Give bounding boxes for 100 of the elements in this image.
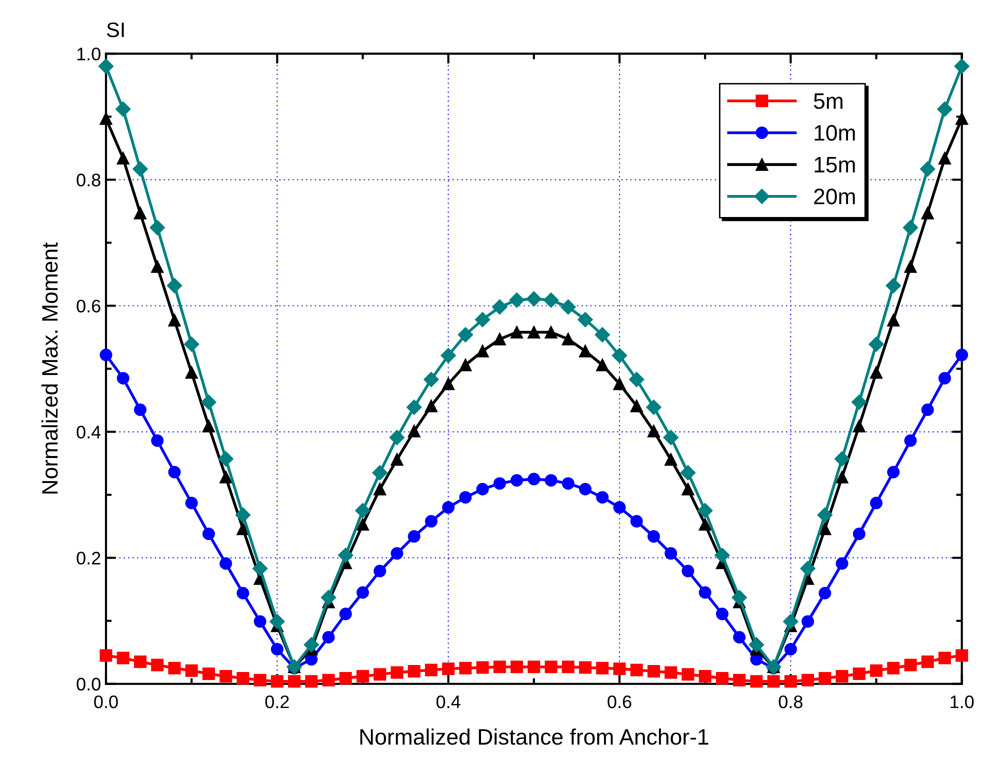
legend-label: 5m bbox=[814, 93, 842, 109]
point bbox=[579, 344, 592, 358]
point bbox=[510, 326, 524, 338]
point bbox=[921, 656, 934, 668]
point bbox=[543, 292, 559, 308]
point bbox=[510, 474, 524, 487]
point bbox=[184, 336, 200, 352]
point bbox=[630, 664, 643, 676]
point bbox=[134, 403, 146, 416]
point bbox=[784, 642, 797, 656]
point bbox=[818, 522, 832, 536]
point bbox=[748, 637, 764, 652]
point bbox=[442, 378, 455, 390]
point bbox=[904, 260, 917, 273]
point bbox=[390, 666, 404, 679]
point bbox=[647, 424, 660, 438]
point bbox=[440, 348, 456, 364]
point bbox=[390, 547, 404, 560]
point bbox=[509, 292, 524, 308]
point bbox=[578, 312, 593, 328]
point bbox=[802, 674, 814, 686]
point bbox=[151, 658, 164, 672]
point bbox=[270, 642, 284, 656]
point bbox=[870, 664, 883, 677]
point bbox=[834, 451, 850, 466]
point bbox=[116, 102, 131, 117]
x-axis-title: Normalized Distance from Anchor-1 bbox=[360, 728, 708, 745]
point bbox=[698, 502, 713, 518]
point bbox=[424, 400, 438, 412]
point bbox=[254, 615, 266, 628]
point bbox=[493, 332, 506, 346]
point bbox=[220, 670, 232, 683]
point bbox=[818, 586, 832, 600]
point bbox=[98, 58, 114, 74]
point bbox=[235, 507, 250, 523]
point bbox=[596, 662, 609, 674]
point bbox=[220, 470, 232, 484]
point bbox=[116, 372, 130, 384]
point bbox=[698, 670, 712, 683]
point bbox=[510, 660, 524, 674]
point bbox=[322, 674, 335, 686]
point bbox=[168, 314, 181, 326]
point bbox=[680, 465, 696, 480]
point bbox=[682, 564, 694, 578]
point bbox=[852, 528, 866, 540]
point bbox=[698, 586, 712, 599]
point bbox=[818, 672, 832, 684]
point bbox=[305, 675, 318, 688]
point bbox=[356, 586, 369, 599]
point bbox=[733, 674, 746, 686]
point bbox=[492, 299, 508, 315]
point bbox=[355, 502, 370, 518]
point bbox=[904, 434, 917, 447]
point bbox=[647, 530, 660, 543]
y-axis-title: Normalized Max. Moment bbox=[41, 242, 58, 494]
point bbox=[716, 672, 728, 684]
point bbox=[116, 152, 130, 165]
point bbox=[320, 590, 336, 606]
y-tick-label: 0.8 bbox=[76, 174, 100, 186]
point bbox=[596, 491, 609, 504]
point bbox=[852, 394, 867, 410]
point bbox=[134, 206, 146, 220]
point bbox=[372, 465, 388, 480]
point bbox=[476, 344, 489, 358]
point bbox=[716, 608, 728, 620]
point bbox=[288, 675, 301, 688]
y-tick-label: 0.2 bbox=[76, 552, 100, 565]
point bbox=[406, 400, 422, 415]
point bbox=[408, 530, 420, 543]
point bbox=[151, 434, 164, 447]
point bbox=[954, 58, 970, 74]
point bbox=[613, 501, 626, 514]
point bbox=[544, 326, 558, 338]
point bbox=[493, 477, 506, 490]
point bbox=[338, 548, 354, 563]
point bbox=[562, 332, 574, 346]
point bbox=[493, 660, 506, 674]
x-tick-label: 1.0 bbox=[950, 695, 974, 708]
point bbox=[408, 424, 420, 438]
point bbox=[476, 482, 489, 496]
point bbox=[613, 378, 626, 390]
point bbox=[750, 675, 763, 688]
point bbox=[116, 652, 130, 664]
point bbox=[424, 515, 438, 528]
point bbox=[800, 560, 816, 576]
point bbox=[475, 312, 490, 328]
point bbox=[389, 430, 405, 446]
point bbox=[630, 400, 643, 412]
point bbox=[100, 112, 112, 125]
x-tick-label: 0.4 bbox=[436, 695, 460, 708]
point bbox=[236, 672, 250, 684]
point bbox=[664, 453, 678, 466]
y-tick-label: 0.4 bbox=[76, 426, 101, 439]
point bbox=[270, 675, 284, 688]
point bbox=[938, 652, 951, 664]
point bbox=[254, 674, 266, 686]
y-tick-label: 0.6 bbox=[76, 300, 100, 312]
point bbox=[560, 299, 576, 315]
point bbox=[682, 668, 694, 681]
point bbox=[270, 614, 285, 630]
